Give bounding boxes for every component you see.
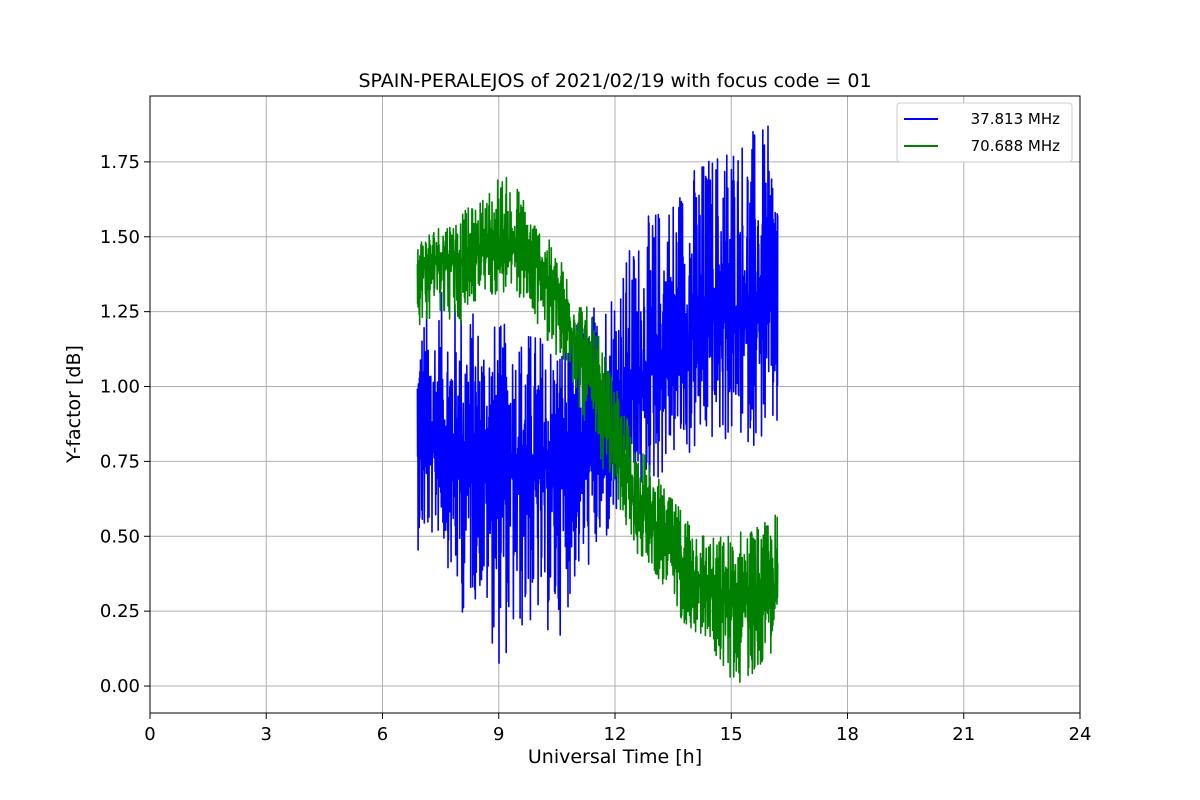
x-tick-label: 18 [836,724,859,745]
y-tick-label: 0.75 [100,451,140,472]
x-tick-label: 12 [604,724,627,745]
x-tick-label: 24 [1069,724,1092,745]
x-axis-label: Universal Time [h] [528,746,702,768]
series-layer [416,125,779,683]
series-line-1 [416,125,779,664]
y-tick-label: 1.50 [100,227,140,248]
legend-label: 70.688 MHz [971,137,1060,155]
x-tick-label: 9 [493,724,504,745]
y-axis-label: Y-factor [dB] [63,345,85,464]
series-line-2 [416,176,779,683]
x-ticks: 0 3 6 9 12 15 18 21 24 [144,713,1091,745]
y-tick-label: 0.50 [100,526,140,547]
y-tick-label: 1.00 [100,377,140,398]
x-tick-label: 3 [261,724,272,745]
x-tick-label: 0 [144,724,155,745]
x-tick-label: 6 [377,724,388,745]
legend-box [896,102,1073,163]
x-tick-label: 21 [952,724,975,745]
y-ticks: 0.00 0.25 0.50 0.75 1.00 1.25 1.50 1.75 [100,152,150,697]
chart-title: SPAIN-PERALEJOS of 2021/02/19 with focus… [358,70,871,92]
x-tick-label: 15 [720,724,743,745]
legend: 37.813 MHz 70.688 MHz [896,102,1073,163]
legend-label: 37.813 MHz [971,110,1060,128]
y-tick-label: 1.25 [100,302,140,323]
y-tick-label: 1.75 [100,152,140,173]
y-tick-label: 0.25 [100,601,140,622]
y-tick-label: 0.00 [100,676,140,697]
